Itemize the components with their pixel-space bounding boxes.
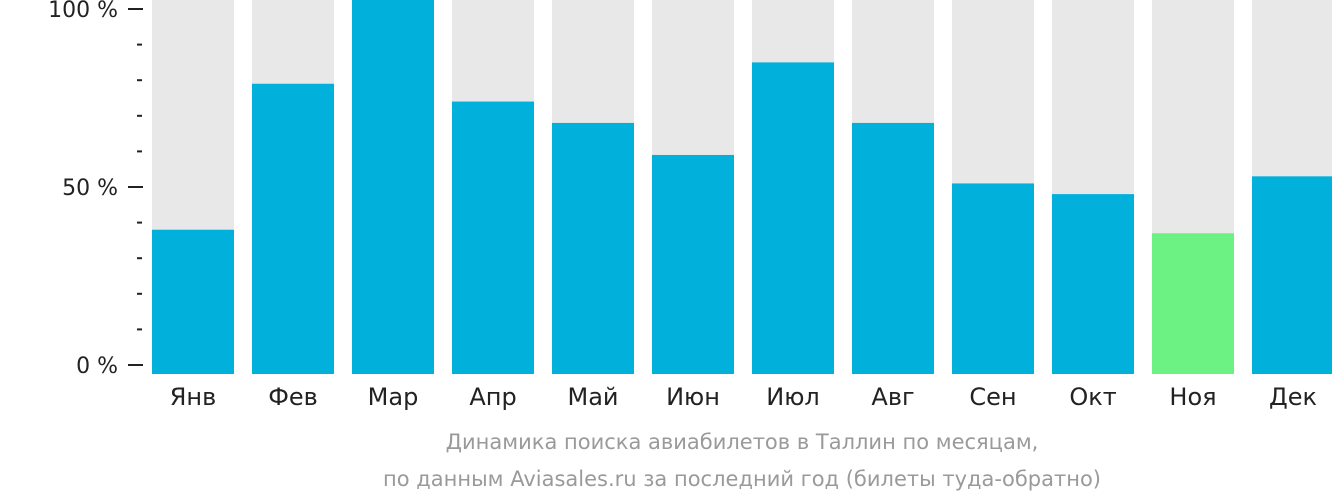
x-tick-label-4: Май — [567, 383, 618, 411]
y-tick-label-1: 50 % — [62, 176, 118, 201]
bar-6 — [752, 62, 834, 375]
bar-4 — [552, 122, 634, 374]
chart-caption-line-1: Динамика поиска авиабилетов в Таллин по … — [445, 430, 1039, 454]
bar-5 — [652, 154, 734, 374]
x-axis-labels: Янв Фев Мар Апр Май Июн Июл Авг Сен Окт Ноя Дек — [170, 383, 1317, 411]
x-tick-label-9: Окт — [1069, 383, 1116, 411]
bar-11 — [1252, 176, 1332, 374]
bar-8 — [952, 183, 1034, 374]
chart-caption-line-2: по данным Aviasales.ru за последний год … — [383, 467, 1101, 491]
x-tick-label-0: Янв — [170, 383, 217, 411]
bar-3 — [452, 101, 534, 374]
y-tick-label-0: 0 % — [76, 354, 118, 379]
bar-9 — [1052, 194, 1134, 374]
bar-0 — [152, 229, 234, 374]
x-tick-label-1: Фев — [268, 383, 318, 411]
bar-chart: 0 % 50 % 100 % Янв Фев Мар Апр Май Июн Июл Авг Сен… — [48, 0, 1332, 411]
bar-1 — [252, 83, 334, 374]
x-tick-label-5: Июн — [666, 383, 720, 411]
y-axis: 0 % 50 % 100 % — [48, 0, 143, 379]
x-tick-label-10: Ноя — [1169, 383, 1216, 411]
bar-2 — [352, 0, 434, 374]
data-bars — [152, 0, 1332, 375]
x-tick-label-6: Июл — [766, 383, 820, 411]
bar-7 — [852, 122, 934, 374]
x-tick-label-3: Апр — [469, 383, 516, 411]
x-tick-label-7: Авг — [871, 383, 914, 411]
y-tick-label-2: 100 % — [48, 0, 118, 23]
bar-10 — [1152, 233, 1234, 374]
x-tick-label-8: Сен — [969, 383, 1016, 411]
x-tick-label-2: Мар — [368, 383, 419, 411]
x-tick-label-11: Дек — [1269, 383, 1317, 411]
